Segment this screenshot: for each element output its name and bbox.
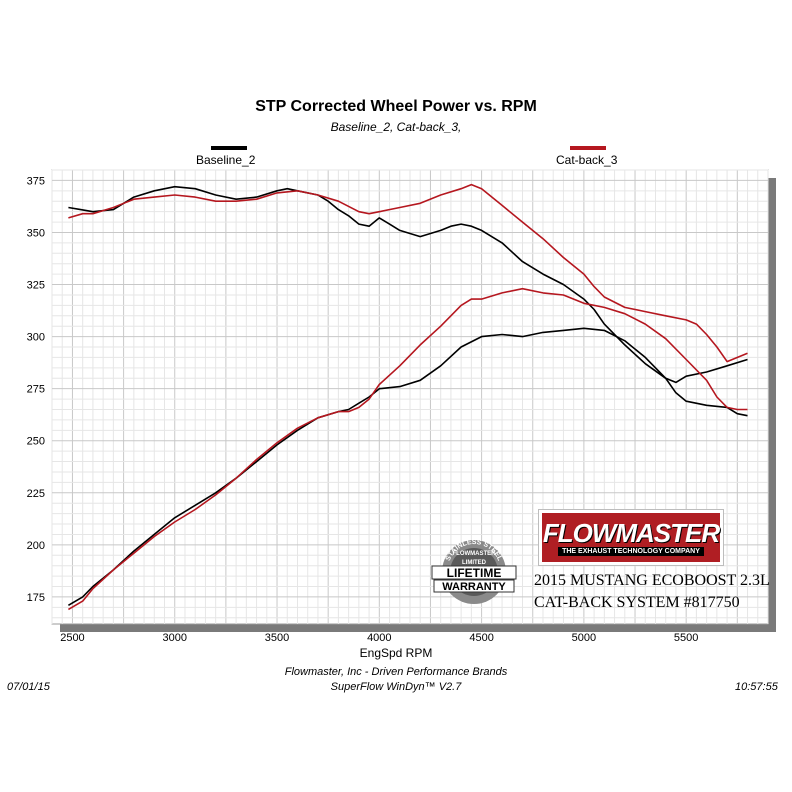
series-line-catback-power [68,183,748,363]
badge-warranty: WARRANTY [442,581,506,593]
y-tick-label: 200 [27,540,45,552]
series-lines [67,183,748,611]
caption-vehicle: 2015 MUSTANG ECOBOOST 2.3L [534,572,770,589]
chart-subtitle: Baseline_2, Cat-back_3, [330,120,462,134]
badge-brand: FLOWMASTER [453,551,497,557]
legend-label-catback: Cat-back_3 [556,153,618,167]
caption-system: CAT-BACK SYSTEM #817750 [534,594,740,611]
x-tick-label: 4000 [367,632,391,644]
warranty-badge: STAINLESS STEEL FLOWMASTER LIMITED LIFET… [431,539,517,604]
y-axis: 175 200 225 250 275 300 325 350 375 [27,175,45,604]
x-tick-label: 3500 [265,632,289,644]
footer-software: SuperFlow WinDyn™ V2.7 [330,681,462,693]
legend-swatch-catback [570,146,606,150]
y-tick-label: 225 [27,488,45,500]
flowmaster-logo: FLOWMASTER THE EXHAUST TECHNOLOGY COMPAN… [538,509,724,566]
y-tick-label: 350 [27,227,45,239]
y-tick-label: 250 [27,436,45,448]
badge-limited: LIMITED [462,560,487,566]
legend-label-baseline: Baseline_2 [196,153,256,167]
y-tick-label: 375 [27,175,45,187]
badge-lifetime: LIFETIME [447,566,502,580]
footer-company: Flowmaster, Inc - Driven Performance Bra… [284,666,508,678]
flowmaster-tagline: THE EXHAUST TECHNOLOGY COMPANY [558,546,704,556]
y-tick-label: 275 [27,384,45,396]
x-tick-label: 5500 [674,632,698,644]
series-line-baseline-power [68,185,748,384]
x-tick-label: 4500 [469,632,493,644]
chart-title: STP Corrected Wheel Power vs. RPM [255,98,537,115]
flowmaster-logo-text: FLOWMASTER [542,517,720,548]
footer-date: 07/01/15 [7,681,50,693]
series-line-catback-torque [67,287,748,611]
y-tick-label: 300 [27,332,45,344]
x-tick-label: 3000 [163,632,187,644]
y-tick-label: 175 [27,592,45,604]
footer-time: 10:57:55 [735,681,778,693]
x-tick-label: 2500 [60,632,84,644]
x-axis: 2500 3000 3500 4000 4500 5000 5500 [60,632,698,644]
x-axis-label: EngSpd RPM [359,646,433,660]
x-tick-label: 5000 [572,632,596,644]
y-tick-label: 325 [27,280,45,292]
legend-swatch-baseline [211,146,247,150]
series-line-baseline-torque [67,327,748,606]
